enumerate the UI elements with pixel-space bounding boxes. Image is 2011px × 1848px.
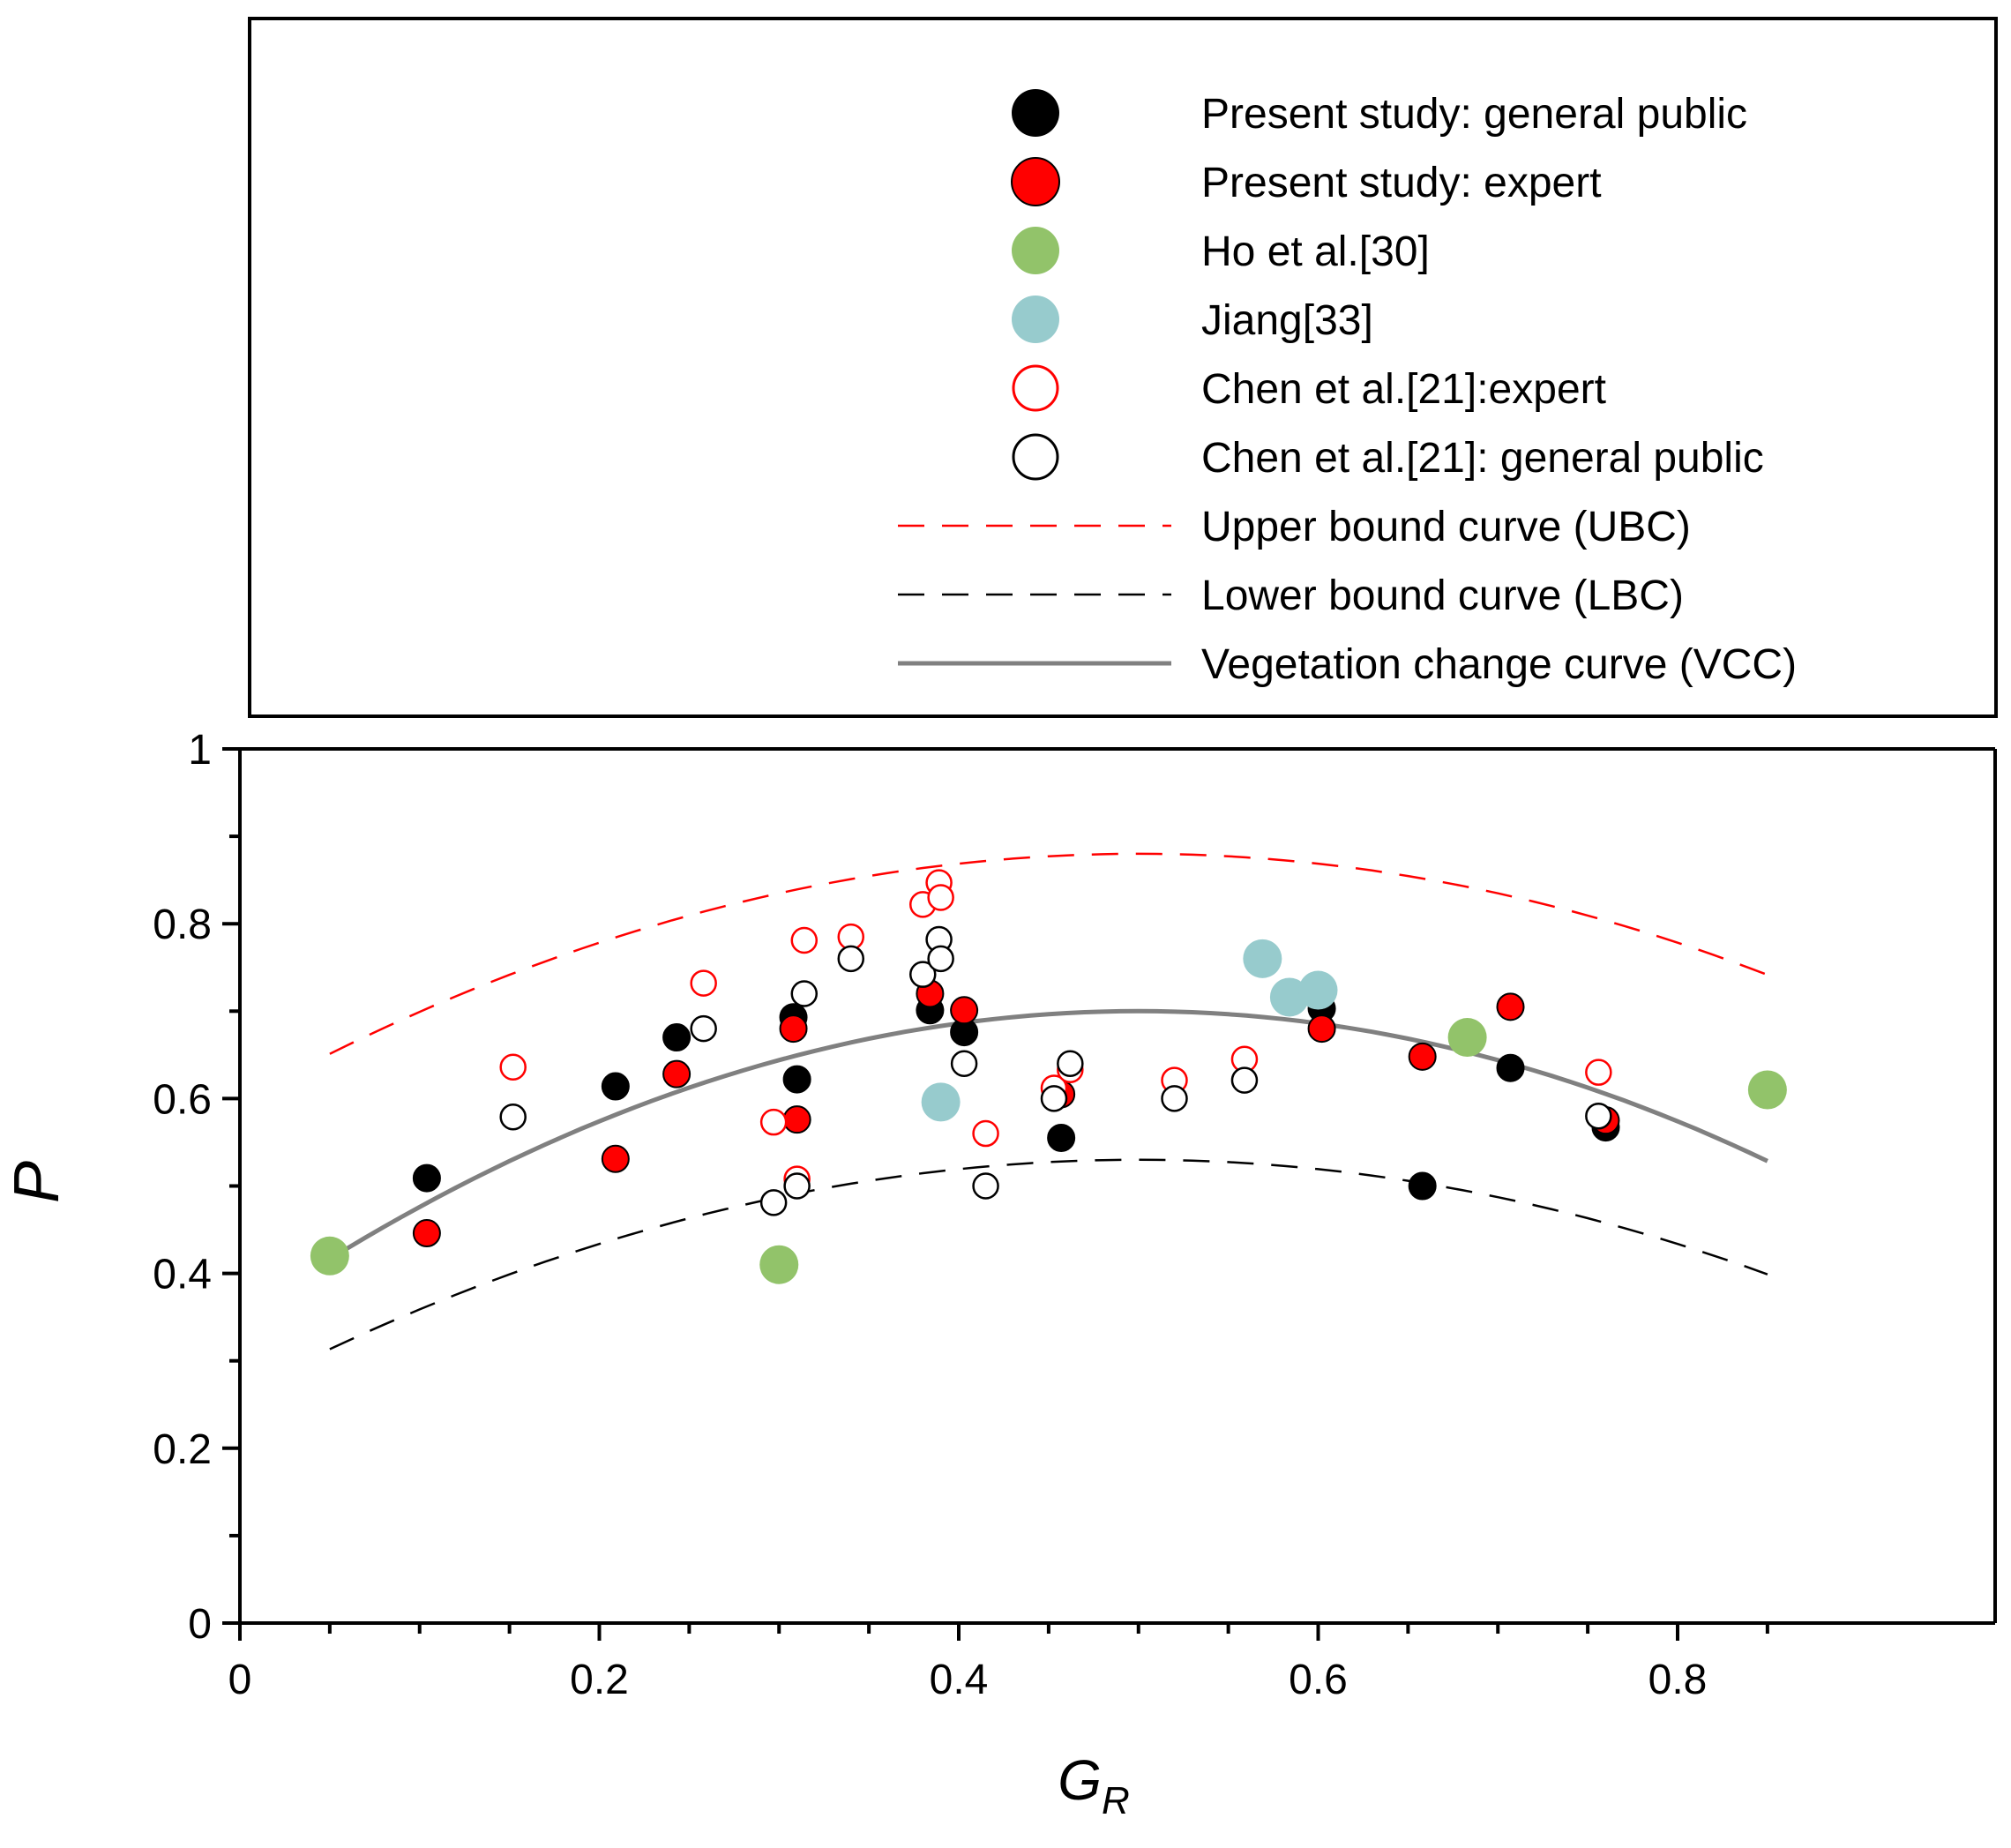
y-tick-label: 0.4 xyxy=(153,1252,212,1298)
point-chen-et-al-21-general-public xyxy=(950,1050,978,1078)
legend-label: Present study: general public xyxy=(1201,91,1747,138)
curves xyxy=(328,852,1768,1350)
point-present-study-general-public xyxy=(662,1023,692,1052)
point-chen-et-al-21-general-public xyxy=(972,1172,999,1200)
point-chen-et-al-21-expert xyxy=(790,926,819,954)
legend-box xyxy=(248,17,1998,718)
legend-marker xyxy=(1012,89,1059,137)
point-chen-et-al-21-expert xyxy=(499,1053,527,1081)
point-present-study-expert xyxy=(412,1219,441,1248)
point-chen-et-al-21-expert xyxy=(690,969,717,997)
legend: Present study: general public Present stu… xyxy=(898,89,1797,688)
legend-marker xyxy=(1011,157,1060,206)
point-present-study-expert xyxy=(779,1014,808,1044)
point-ho-et-al-30 xyxy=(1447,1018,1487,1058)
point-chen-et-al-21-general-public xyxy=(1040,1085,1068,1112)
x-axis-title-main: G xyxy=(1058,1748,1102,1812)
data-points xyxy=(310,869,1787,1284)
point-ho-et-al-30 xyxy=(1747,1070,1787,1110)
axis-ticks: 0 0.2 0.4 0.6 0.8 1 0 0.2 0.4 0.6 0.8 xyxy=(153,727,1769,1703)
x-tick-label: 0 xyxy=(228,1657,252,1703)
point-present-study-expert xyxy=(782,1105,811,1134)
legend-marker xyxy=(1012,296,1059,343)
point-ho-et-al-30 xyxy=(310,1236,349,1276)
plot-frame xyxy=(238,747,1997,1625)
point-present-study-expert xyxy=(1307,1014,1336,1044)
x-axis-title: GR xyxy=(1058,1748,1130,1822)
x-tick-label: 0.8 xyxy=(1648,1657,1708,1703)
y-tick-label: 0.2 xyxy=(153,1426,212,1473)
point-chen-et-al-21-expert xyxy=(759,1108,788,1136)
x-tick-label: 0.6 xyxy=(1289,1657,1348,1703)
y-tick-label: 0 xyxy=(188,1601,212,1648)
point-jiang-33 xyxy=(921,1082,961,1122)
x-tick-label: 0.4 xyxy=(930,1657,989,1703)
y-tick-label: 0.8 xyxy=(153,902,212,948)
legend-label: Jiang[33] xyxy=(1201,297,1373,344)
point-present-study-expert xyxy=(601,1144,630,1173)
legend-label: Chen et al.[21]:expert xyxy=(1201,366,1606,413)
point-chen-et-al-21-general-public xyxy=(1057,1050,1084,1078)
legend-marker xyxy=(1012,433,1059,481)
point-chen-et-al-21-general-public xyxy=(790,980,819,1007)
point-present-study-general-public xyxy=(782,1065,811,1094)
point-chen-et-al-21-expert xyxy=(972,1119,999,1148)
point-chen-et-al-21-general-public xyxy=(909,961,937,988)
point-chen-et-al-21-general-public xyxy=(927,945,954,973)
vegetation-change-curve xyxy=(328,1008,1768,1261)
legend-label: Present study: expert xyxy=(1201,160,1602,206)
point-chen-et-al-21-general-public xyxy=(783,1172,811,1200)
x-tick-label: 0.2 xyxy=(570,1657,629,1703)
y-tick-label: 1 xyxy=(188,727,212,774)
point-chen-et-al-21-general-public xyxy=(1230,1066,1259,1094)
point-present-study-general-public xyxy=(601,1072,630,1101)
point-jiang-33 xyxy=(1298,970,1338,1010)
point-ho-et-al-30 xyxy=(759,1245,799,1284)
point-chen-et-al-21-general-public xyxy=(1585,1102,1612,1130)
point-jiang-33 xyxy=(1243,939,1282,978)
point-present-study-expert xyxy=(1408,1042,1437,1071)
legend-marker xyxy=(1012,364,1059,412)
legend-marker xyxy=(1012,227,1059,274)
y-tick-label: 0.6 xyxy=(153,1076,212,1123)
point-chen-et-al-21-expert xyxy=(927,884,954,911)
legend-label: Ho et al.[30] xyxy=(1201,228,1430,275)
legend-label: Upper bound curve (UBC) xyxy=(1201,504,1691,550)
point-chen-et-al-21-expert xyxy=(1585,1059,1612,1086)
x-axis-title-subscript: R xyxy=(1102,1779,1130,1822)
point-present-study-general-public xyxy=(412,1163,441,1193)
legend-label: Vegetation change curve (VCC) xyxy=(1201,641,1797,688)
legend-label: Chen et al.[21]: general public xyxy=(1201,435,1764,482)
y-axis-title: P xyxy=(2,1161,72,1203)
point-chen-et-al-21-general-public xyxy=(690,1014,717,1043)
lower-bound-curve xyxy=(329,1158,1768,1350)
point-chen-et-al-21-general-public xyxy=(837,945,864,973)
point-present-study-expert xyxy=(950,996,979,1025)
point-chen-et-al-21-general-public xyxy=(499,1103,527,1131)
point-chen-et-al-21-general-public xyxy=(759,1189,788,1216)
point-present-study-general-public xyxy=(1408,1171,1437,1201)
point-present-study-expert xyxy=(1496,992,1525,1021)
point-chen-et-al-21-general-public xyxy=(1161,1085,1188,1112)
legend-label: Lower bound curve (LBC) xyxy=(1201,572,1684,619)
point-present-study-general-public xyxy=(1496,1053,1525,1082)
point-present-study-general-public xyxy=(1047,1123,1076,1152)
upper-bound-curve xyxy=(329,852,1768,1055)
point-present-study-expert xyxy=(662,1059,692,1089)
